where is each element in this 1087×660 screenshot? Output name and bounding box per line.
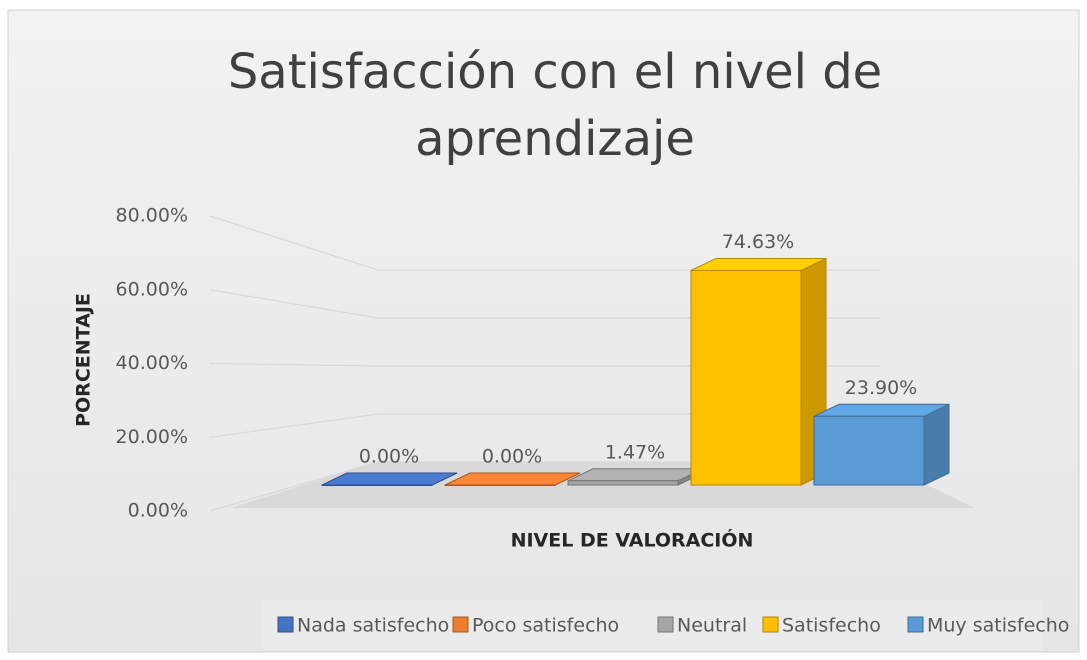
data-label: 0.00%: [482, 446, 542, 468]
chart-area: [7, 9, 1080, 653]
data-label: 23.90%: [845, 377, 917, 399]
legend-swatch: [277, 616, 294, 633]
legend-swatch: [452, 616, 469, 633]
bar: [321, 484, 433, 486]
y-tick-label: 60.00%: [116, 278, 188, 300]
legend-label: Nada satisfecho: [297, 615, 449, 637]
y-tick-label: 40.00%: [116, 352, 188, 374]
data-label: 0.00%: [359, 446, 419, 468]
data-label: 1.47%: [605, 441, 665, 463]
chart-title: Satisfacción con el nivel de aprendizaje: [228, 44, 882, 167]
legend-swatch: [657, 616, 674, 633]
bar-top: [567, 468, 704, 482]
legend-label: Neutral: [677, 615, 747, 637]
bar-top: [444, 472, 581, 486]
bar: [690, 269, 802, 486]
y-tick-label: 0.00%: [128, 500, 188, 522]
legend-label: Poco satisfecho: [472, 615, 619, 637]
legend-swatch: [907, 616, 924, 633]
data-label: 74.63%: [722, 231, 794, 253]
legend-label: Muy satisfecho: [927, 615, 1069, 637]
bar-top: [321, 472, 458, 486]
y-axis-title: PORCENTAJE: [73, 293, 95, 427]
bar: [813, 415, 925, 486]
bar: [567, 480, 679, 486]
y-tick-label: 80.00%: [116, 205, 188, 227]
bar-top: [813, 403, 950, 417]
x-axis-title: NIVEL DE VALORACIÓN: [511, 528, 754, 552]
bar: [444, 484, 556, 486]
y-tick-label: 20.00%: [116, 426, 188, 448]
bar-top: [690, 257, 827, 271]
legend-label: Satisfecho: [782, 615, 881, 637]
bar-side: [923, 403, 950, 486]
legend-swatch: [762, 616, 779, 633]
